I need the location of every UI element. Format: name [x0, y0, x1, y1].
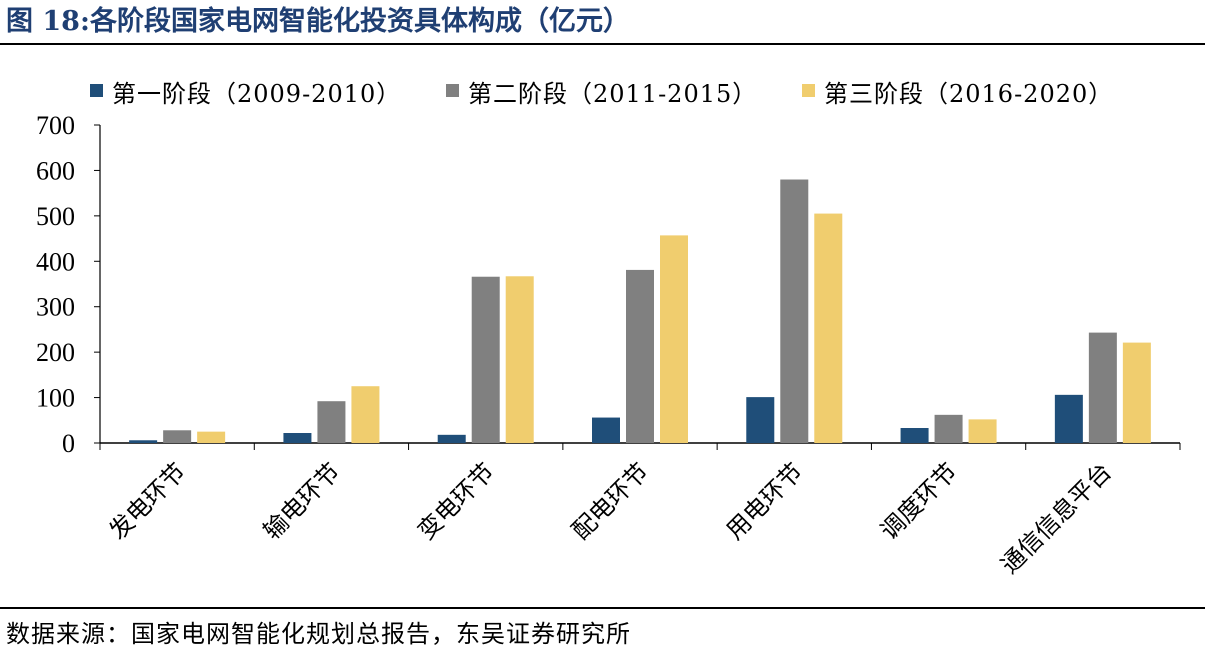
- bar-2-2: [317, 401, 346, 443]
- bar-2-5: [780, 179, 809, 443]
- y-tick-label: 200: [36, 338, 75, 367]
- figure-label: 图 18:: [6, 6, 90, 37]
- x-category-label: 变电环节: [412, 457, 500, 545]
- bar-3-5: [814, 213, 843, 443]
- x-category-label: 发电环节: [104, 457, 192, 545]
- bar-3-7: [1122, 342, 1151, 443]
- y-tick-label: 600: [36, 156, 75, 185]
- bar-2-6: [934, 414, 963, 443]
- y-tick-label: 300: [36, 293, 75, 322]
- bar-1-1: [129, 440, 158, 443]
- x-category-label: 输电环节: [258, 457, 346, 545]
- bar-1-2: [283, 433, 312, 443]
- top-rule: [0, 43, 1205, 45]
- chart-title: 图 18:各阶段国家电网智能化投资具体构成（亿元）: [6, 4, 630, 40]
- y-tick-label: 700: [36, 111, 75, 140]
- bar-1-6: [900, 428, 929, 443]
- bar-2-7: [1088, 332, 1117, 443]
- legend-swatch-2: [446, 84, 459, 97]
- legend-label-1: 第一阶段（2009-2010）: [112, 80, 401, 108]
- bar-3-1: [197, 431, 226, 443]
- bar-chart: 第一阶段（2009-2010） 第二阶段（2011-2015） 第三阶段（2016-…: [36, 80, 1181, 579]
- y-tick-label: 0: [62, 429, 75, 458]
- bar-1-3: [437, 434, 466, 443]
- bar-1-5: [746, 397, 775, 443]
- figure-title: 各阶段国家电网智能化投资具体构成（亿元）: [89, 6, 630, 37]
- bar-2-3: [471, 276, 500, 443]
- bar-3-2: [351, 386, 380, 443]
- y-tick-label: 500: [36, 202, 75, 231]
- y-tick-label: 100: [36, 384, 75, 413]
- bar-1-7: [1054, 394, 1083, 443]
- bar-2-4: [626, 269, 654, 443]
- bar-3-3: [505, 276, 534, 443]
- bar-3-6: [968, 419, 997, 443]
- x-category-label: 用电环节: [721, 457, 809, 545]
- bar-2-1: [163, 430, 192, 443]
- legend-label-2: 第二阶段（2011-2015）: [468, 80, 757, 108]
- bar-3-4: [660, 235, 688, 443]
- bar-1-4: [592, 417, 620, 443]
- legend-label-3: 第三阶段（2016-2020）: [824, 80, 1113, 108]
- x-category-label: 调度环节: [875, 457, 963, 545]
- bottom-rule: [0, 607, 1205, 609]
- source-note: 数据来源：国家电网智能化规划总报告，东吴证券研究所: [6, 620, 631, 648]
- legend-swatch-1: [90, 84, 103, 97]
- legend-swatch-3: [802, 84, 815, 97]
- y-tick-label: 400: [36, 247, 75, 276]
- x-category-label: 通信信息平台: [995, 457, 1117, 579]
- x-category-label: 配电环节: [567, 457, 655, 545]
